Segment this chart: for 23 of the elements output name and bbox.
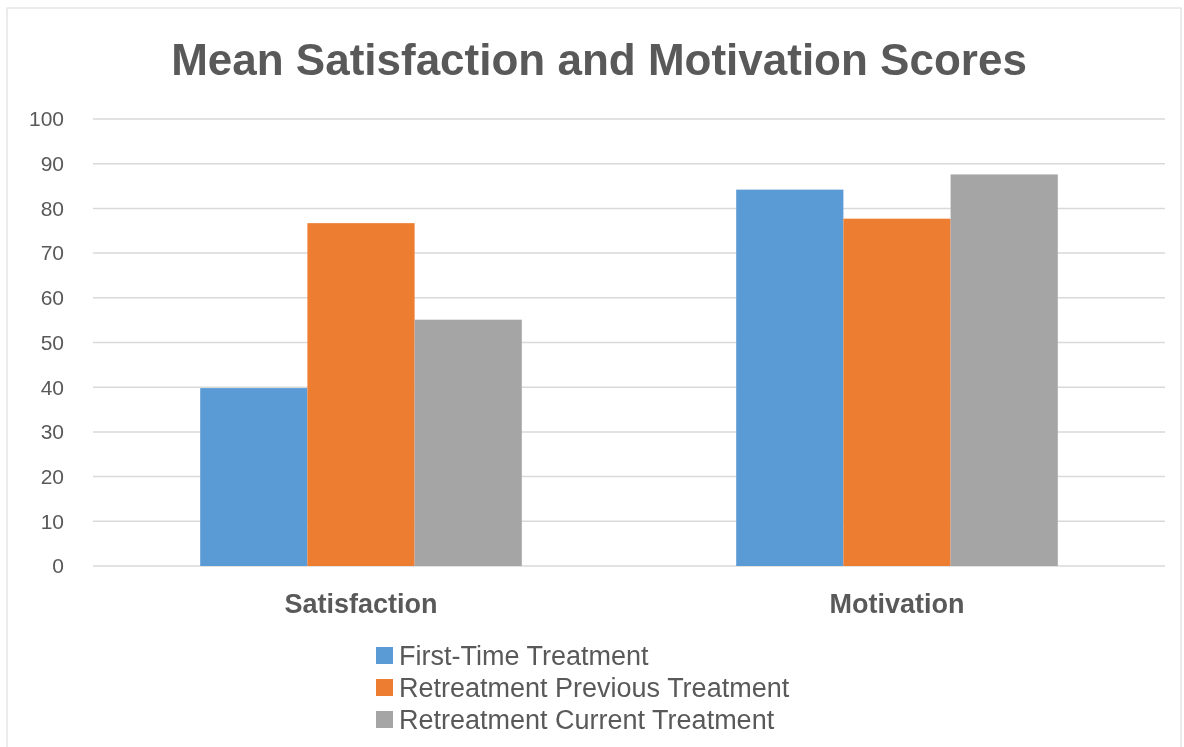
legend-label: Retreatment Current Treatment [399,705,775,736]
y-tick-label: 30 [40,420,64,444]
bar [200,388,308,566]
y-tick-label: 90 [40,152,64,176]
y-tick-label: 70 [40,241,64,265]
y-tick-label: 10 [40,509,64,533]
bar [950,174,1058,566]
bar [414,319,522,566]
y-tick-label: 20 [40,464,64,488]
chart-title: Mean Satisfaction and Motivation Scores [171,35,1027,84]
y-tick-label: 40 [40,375,64,399]
y-tick-label: 60 [40,286,64,310]
bar [736,189,844,566]
bar [843,218,951,566]
x-tick-label: Motivation [829,589,965,619]
y-tick-label: 100 [28,107,64,131]
y-tick-label: 0 [52,554,64,578]
legend-label: Retreatment Previous Treatment [399,673,790,704]
y-tick-label: 80 [40,196,64,220]
y-tick-label: 50 [40,330,64,354]
legend-label: First-Time Treatment [399,641,650,672]
x-tick-label: Satisfaction [284,589,438,619]
bar [307,223,415,566]
